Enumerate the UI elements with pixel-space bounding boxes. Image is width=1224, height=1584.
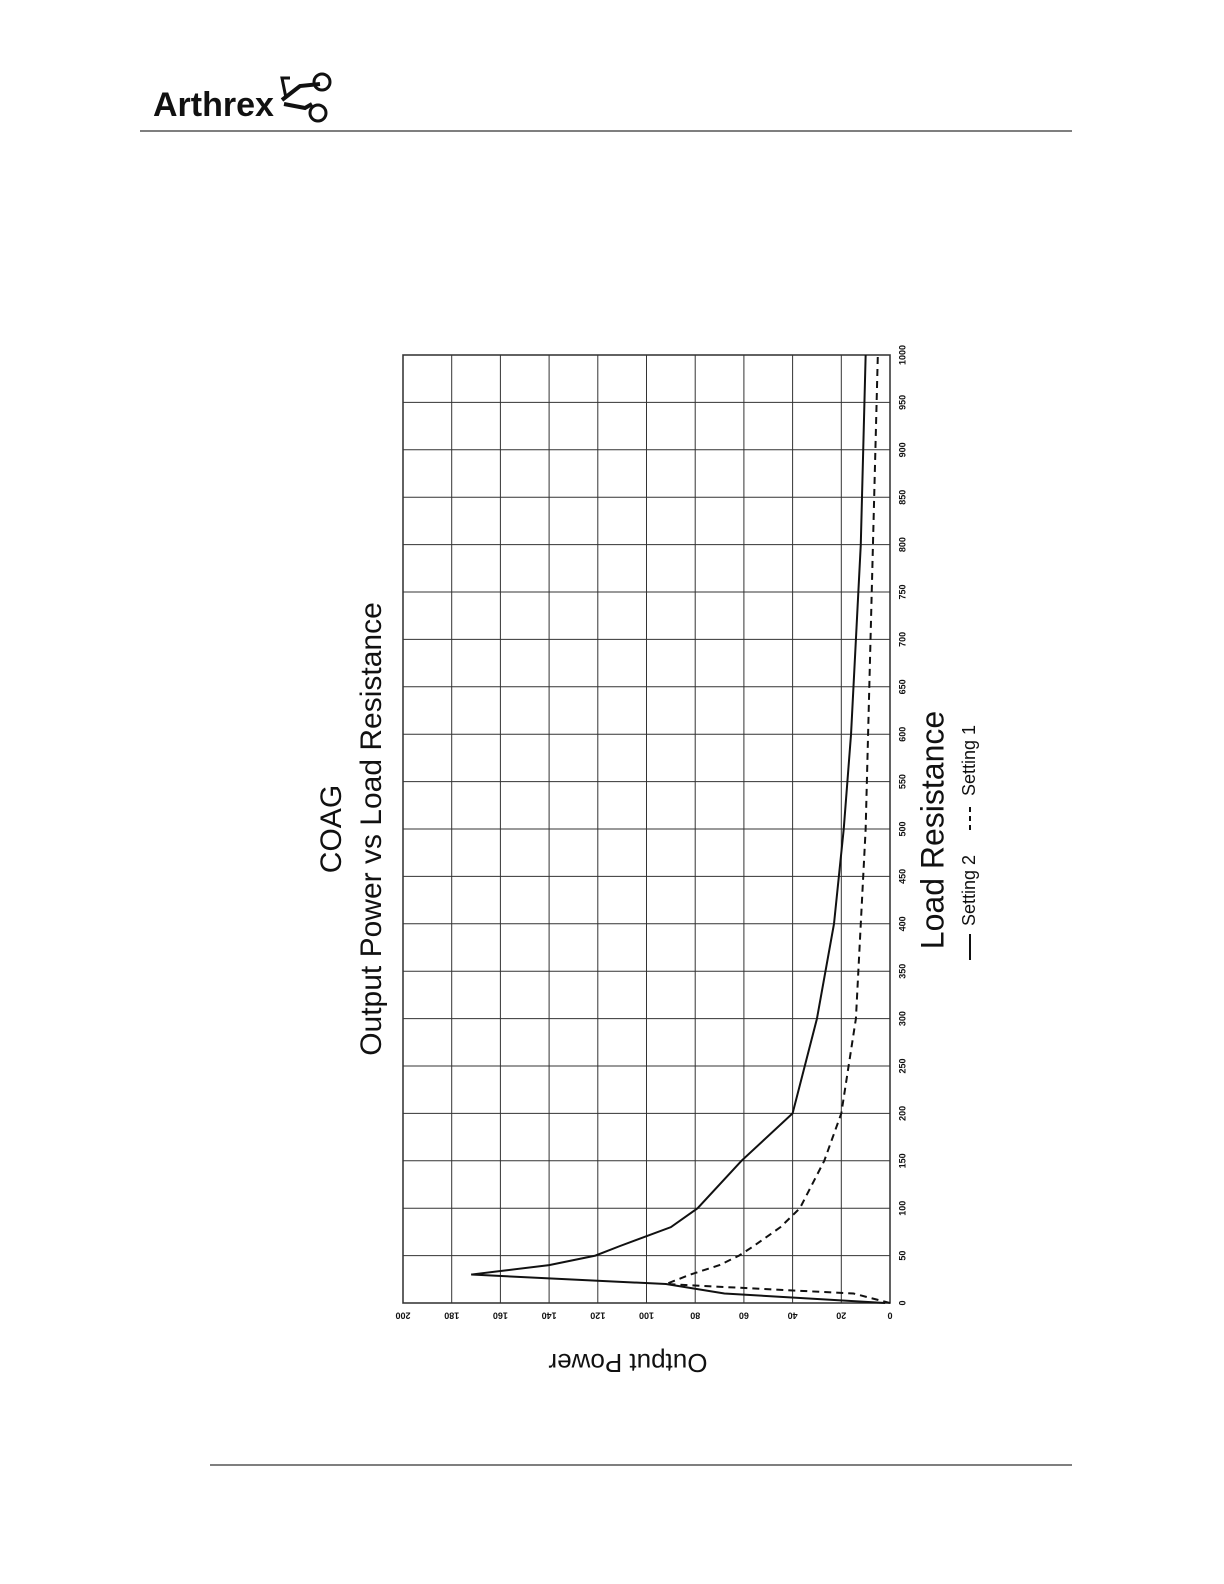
x-tick-label: 650 xyxy=(897,679,907,694)
y-tick-label: 140 xyxy=(542,1311,557,1321)
x-tick-label: 700 xyxy=(897,632,907,647)
x-tick-label: 800 xyxy=(897,537,907,552)
x-tick-label: 1000 xyxy=(897,345,907,365)
logo-icon xyxy=(280,76,290,99)
x-tick-label: 150 xyxy=(897,1153,907,1168)
x-axis-label: Load Resistance xyxy=(914,711,950,949)
x-tick-label: 500 xyxy=(897,821,907,836)
logo-icon xyxy=(308,103,328,123)
x-tick-label: 400 xyxy=(897,916,907,931)
x-tick-label: 0 xyxy=(897,1300,907,1305)
chart-title: COAG xyxy=(315,785,348,873)
chart: COAG Output Power vs Load Resistance Loa… xyxy=(315,345,979,1378)
y-tick-label: 60 xyxy=(739,1311,749,1321)
series-line xyxy=(665,354,891,1304)
y-tick-label: 180 xyxy=(444,1311,459,1321)
x-tick-label: 850 xyxy=(897,490,907,505)
y-tick-label: 80 xyxy=(690,1311,700,1321)
logo-text: Arthrex xyxy=(153,86,274,124)
y-tick-label: 0 xyxy=(887,1311,892,1321)
x-tick-label: 100 xyxy=(897,1201,907,1216)
x-tick-label: 950 xyxy=(897,395,907,410)
y-tick-label: 100 xyxy=(639,1311,654,1321)
y-tick-label: 20 xyxy=(836,1311,846,1321)
logo-icon xyxy=(312,72,332,92)
x-tick-label: 50 xyxy=(897,1251,907,1261)
x-tick-label: 600 xyxy=(897,727,907,742)
x-tick-label: 900 xyxy=(897,442,907,457)
y-tick-label: 200 xyxy=(395,1311,410,1321)
y-axis-label: Output Power xyxy=(548,1348,707,1378)
y-tick-label: 160 xyxy=(493,1311,508,1321)
x-tick-label: 200 xyxy=(897,1106,907,1121)
legend-label: Setting 2 xyxy=(959,855,979,926)
x-tick-label: 300 xyxy=(897,1011,907,1026)
chart-subtitle: Output Power vs Load Resistance xyxy=(355,602,388,1056)
y-tick-label: 120 xyxy=(590,1311,605,1321)
y-tick-label: 40 xyxy=(788,1311,798,1321)
x-tick-label: 250 xyxy=(897,1058,907,1073)
x-tick-label: 350 xyxy=(897,964,907,979)
x-tick-label: 750 xyxy=(897,584,907,599)
series-line xyxy=(471,354,886,1304)
x-tick-label: 450 xyxy=(897,869,907,884)
legend-label: Setting 1 xyxy=(959,725,979,796)
x-tick-label: 550 xyxy=(897,774,907,789)
header-logo: Arthrex xyxy=(153,72,332,124)
